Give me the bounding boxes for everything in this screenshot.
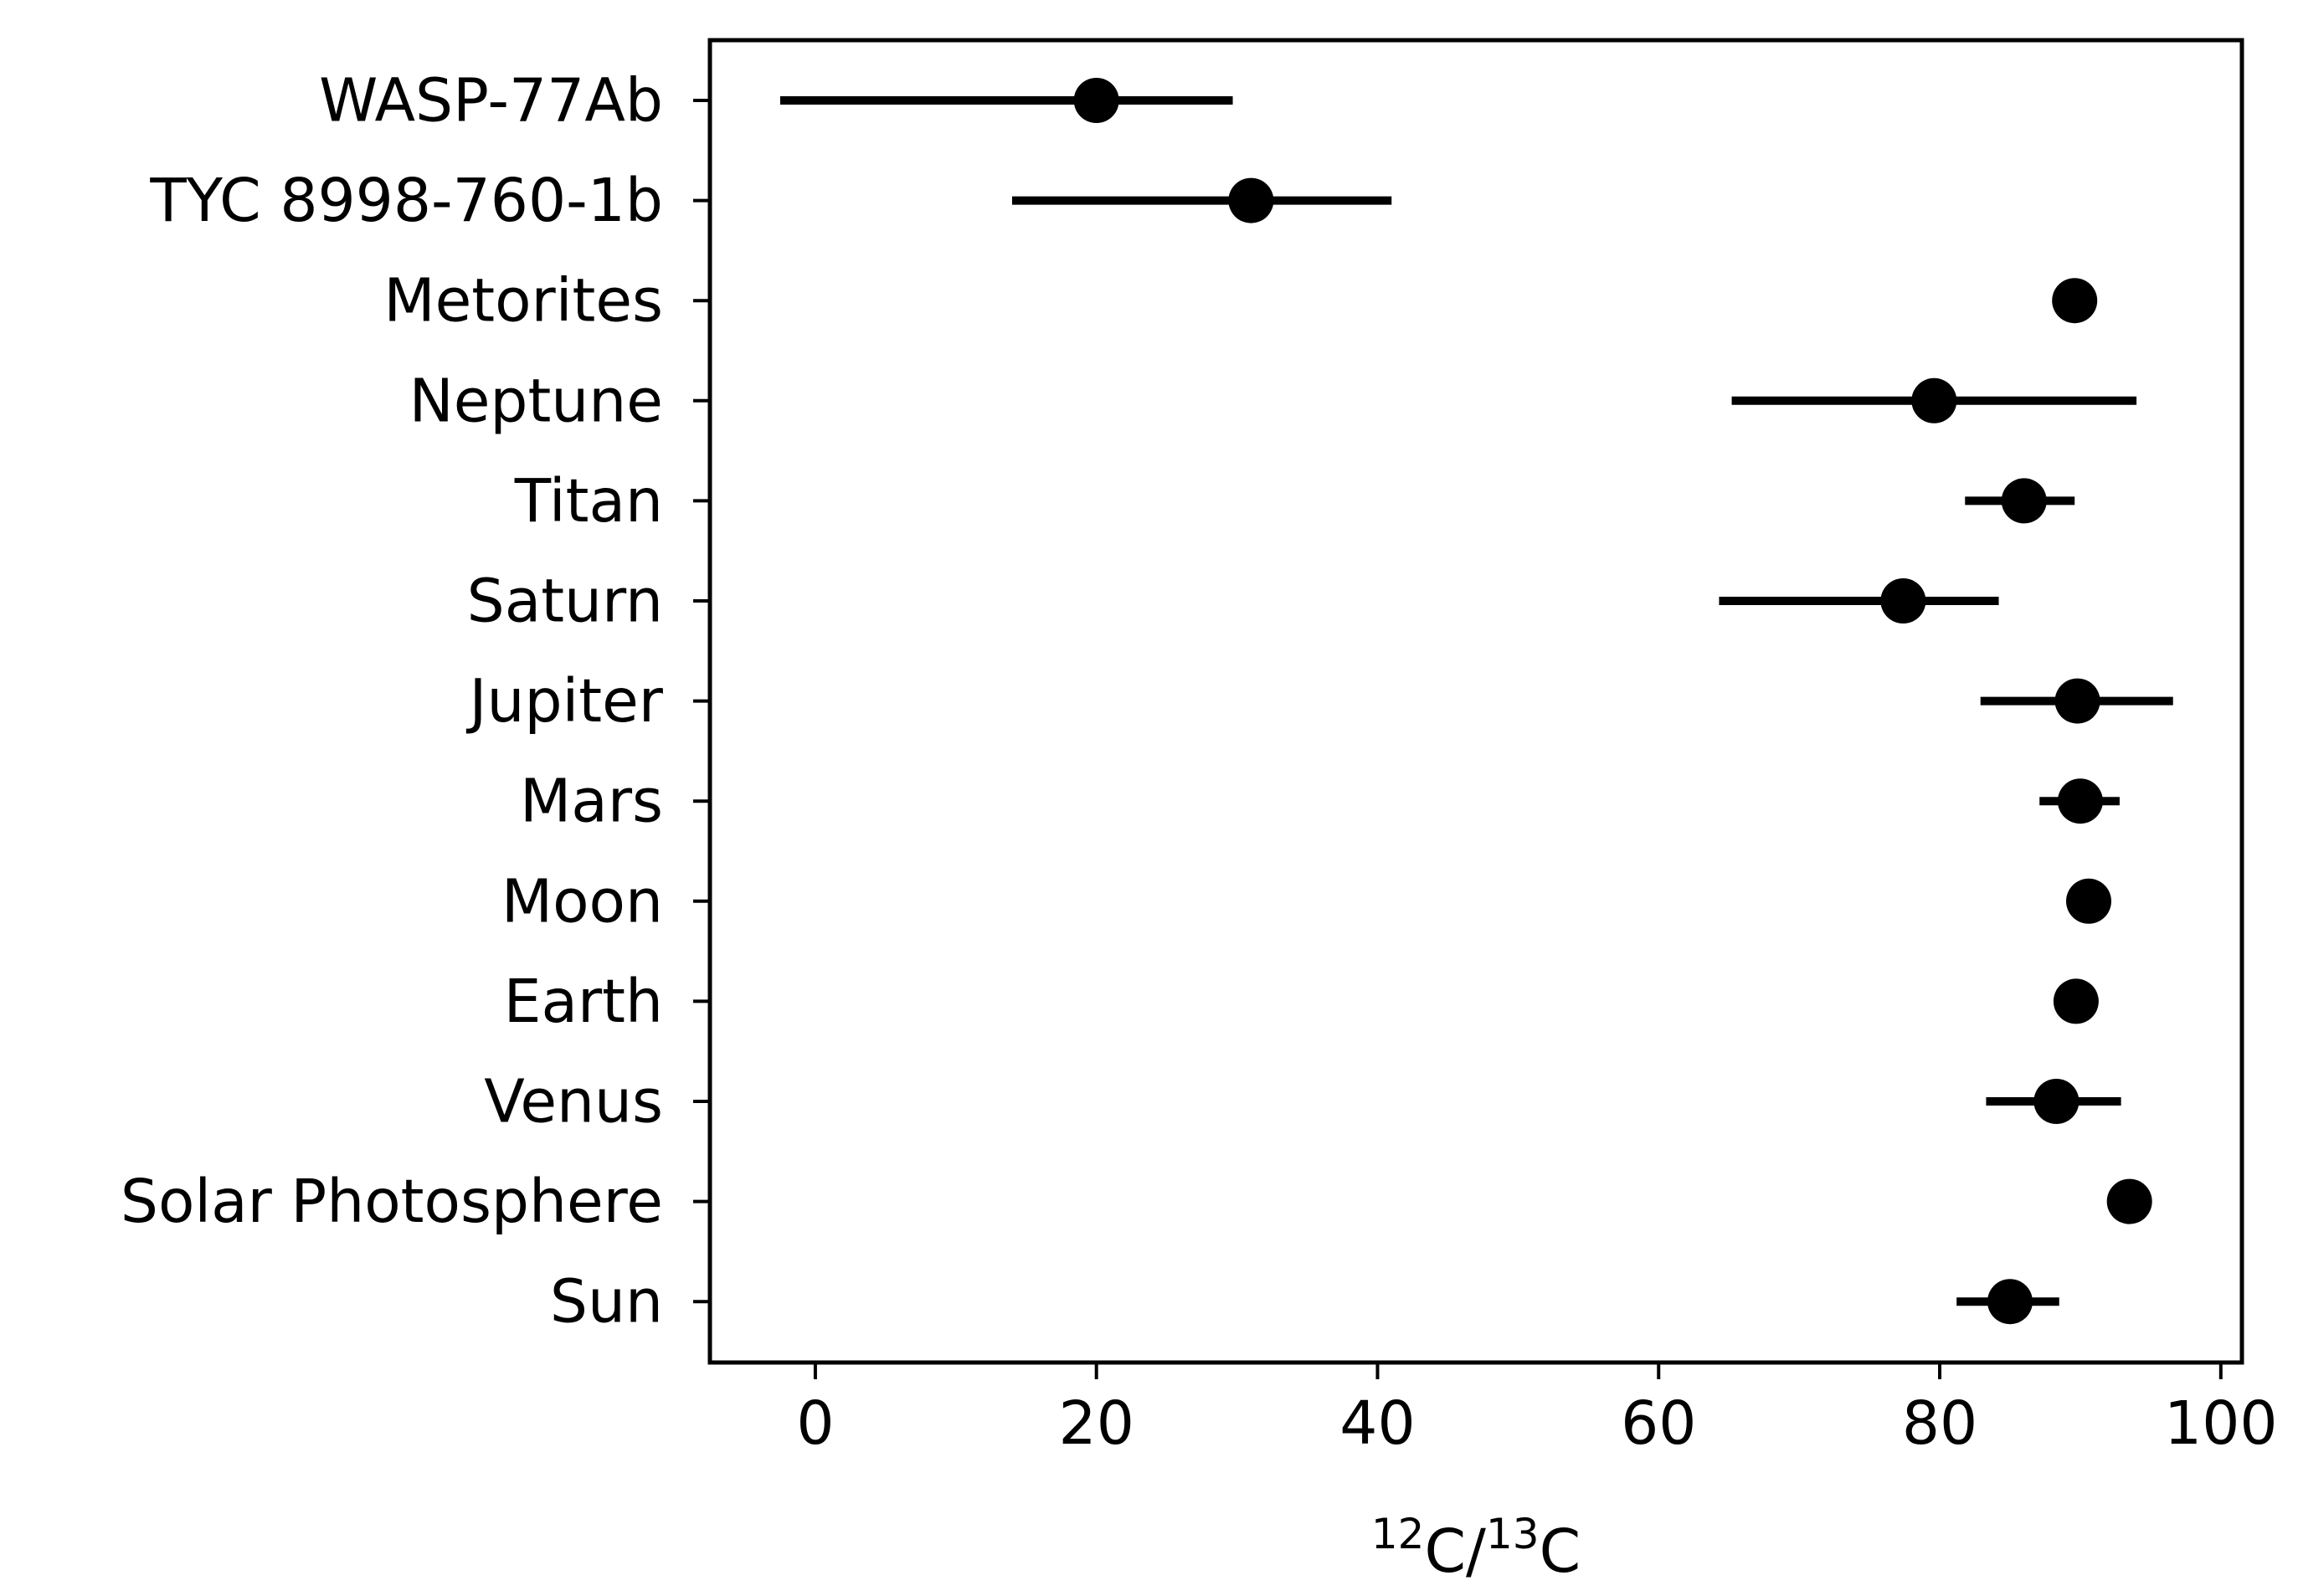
y-tick-label-solar-photosphere: Solar Photosphere <box>121 1167 663 1236</box>
x-tick-label: 40 <box>1339 1388 1415 1458</box>
y-tick-label-titan: Titan <box>514 466 663 536</box>
x-tick-label: 0 <box>796 1388 834 1458</box>
y-tick-label-jupiter: Jupiter <box>466 666 664 736</box>
y-axis: WASP-77Ab TYC 8998-760-1b Metorites Neptune… <box>121 66 710 1337</box>
data-point-moon <box>2066 878 2111 924</box>
y-tick-label-metorites: Metorites <box>383 266 663 336</box>
x-tick-label: 100 <box>2164 1388 2278 1458</box>
data-point-saturn <box>1880 578 1926 624</box>
y-tick-label-earth: Earth <box>504 967 663 1036</box>
data-point-wasp-77ab <box>1073 78 1119 123</box>
y-tick-label-venus: Venus <box>484 1067 663 1137</box>
xlabel-text: C <box>1540 1516 1581 1586</box>
xlabel-text: C/ <box>1424 1516 1486 1586</box>
y-tick-label-mars: Mars <box>520 767 663 836</box>
data-point-solar-photosphere <box>2106 1178 2152 1224</box>
xlabel-superscript: 12 <box>1371 1510 1425 1558</box>
x-axis-label: 12C/13C <box>1371 1510 1581 1586</box>
data-point-titan <box>2001 478 2047 524</box>
y-tick-label-wasp-77ab: WASP-77Ab <box>319 66 663 136</box>
x-tick-label: 20 <box>1059 1388 1134 1458</box>
plot-frame <box>707 38 2244 1365</box>
data-point-neptune <box>1911 377 1957 423</box>
data-point-metorites <box>2052 278 2098 324</box>
x-axis: 0 20 40 60 80 100 <box>796 1363 2278 1458</box>
x-tick-label: 60 <box>1621 1388 1696 1458</box>
y-tick-label-moon: Moon <box>501 866 663 936</box>
y-tick-label-sun: Sun <box>550 1267 663 1337</box>
data-point-earth <box>2053 978 2099 1024</box>
data-marks <box>779 78 2173 1325</box>
y-tick-label-saturn: Saturn <box>467 567 663 636</box>
data-point-mars <box>2057 778 2103 824</box>
data-point-venus <box>2033 1079 2080 1124</box>
y-tick-label-tyc-8998-760-1b: TYC 8998-760-1b <box>149 166 663 235</box>
data-point-tyc-8998-760-1b <box>1228 177 1274 223</box>
y-tick-label-neptune: Neptune <box>409 366 663 435</box>
xlabel-superscript: 13 <box>1486 1510 1540 1558</box>
data-point-sun <box>1987 1279 2033 1325</box>
data-point-jupiter <box>2054 678 2100 724</box>
x-tick-label: 80 <box>1902 1388 1977 1458</box>
